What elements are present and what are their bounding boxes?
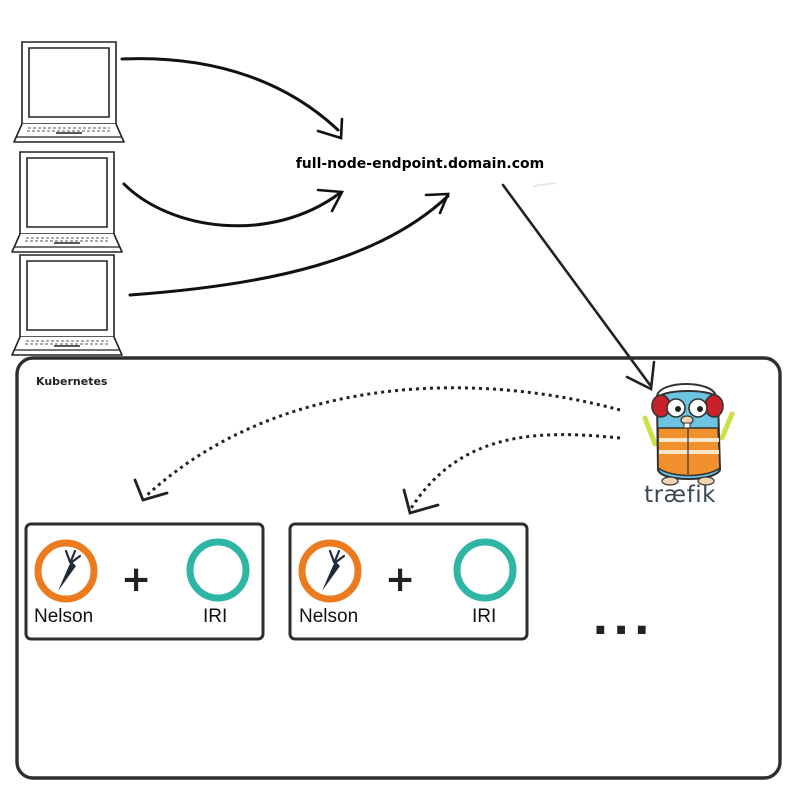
proxy-name: træfik: [644, 482, 716, 508]
traefik-gopher-icon: [642, 383, 735, 486]
plus-sign: +: [121, 559, 152, 600]
client-laptop-1: [13, 41, 125, 143]
plus-sign: +: [385, 559, 416, 600]
kubernetes-cluster: [15, 356, 782, 780]
client-arrow-1: [120, 57, 340, 132]
client-laptop-3: [11, 254, 123, 356]
route-arrow-pod-2: [408, 433, 621, 511]
nelson-icon: [34, 539, 98, 603]
cluster-label: Kubernetes: [36, 375, 108, 388]
nelson-icon: [298, 539, 362, 603]
client-arrow-2: [122, 182, 342, 228]
iri-icon: [453, 538, 517, 602]
client-arrow-3: [128, 194, 450, 297]
iri-icon: [186, 538, 250, 602]
iri-label: IRI: [472, 606, 497, 627]
route-arrow-pod-1: [143, 386, 621, 499]
nelson-label: Nelson: [299, 606, 359, 627]
nelson-label: Nelson: [34, 606, 94, 627]
more-pods-indicator: ...: [592, 594, 655, 645]
endpoint-to-proxy-arrow: [501, 183, 652, 387]
iri-label: IRI: [203, 606, 228, 627]
client-laptop-2: [11, 151, 123, 253]
endpoint-hostname: full-node-endpoint.domain.com: [295, 156, 545, 172]
